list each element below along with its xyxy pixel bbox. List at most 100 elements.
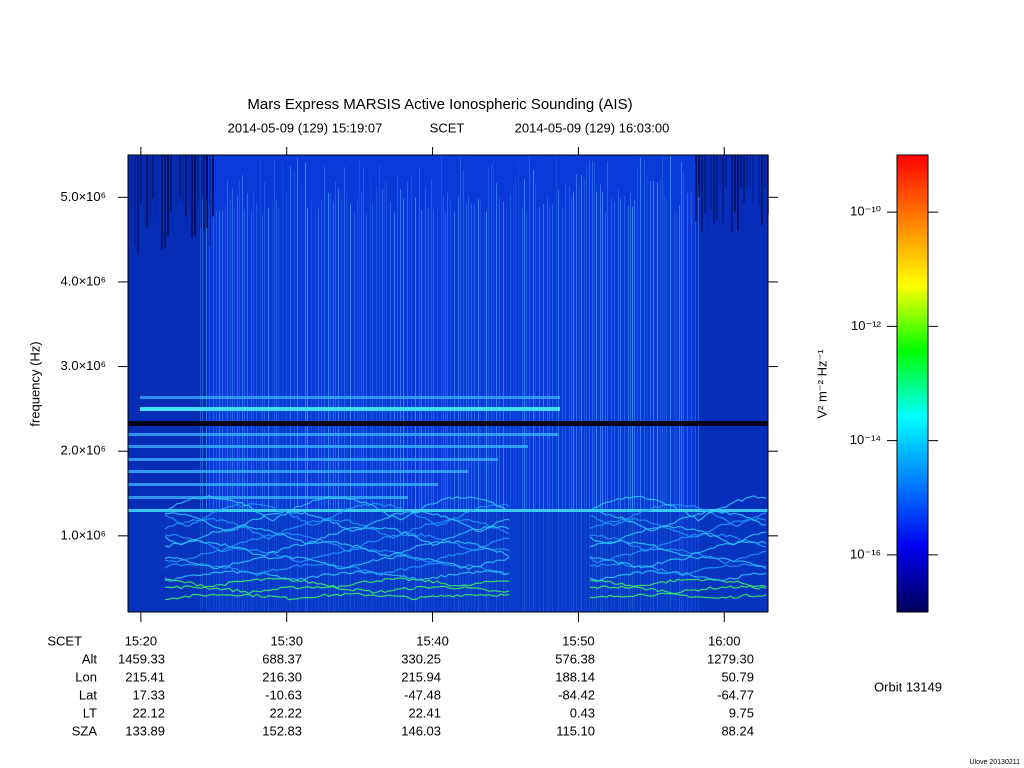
spectrogram-stripe [589, 160, 590, 612]
ephemeris-label: Alt [82, 651, 98, 666]
spectrogram-dark [137, 155, 139, 255]
spectrogram-stripe [573, 191, 574, 612]
spectrogram-stripe [670, 155, 671, 612]
spectrogram-band [128, 445, 528, 448]
spectrogram-stripe [286, 193, 287, 612]
spectrogram-stripe [660, 179, 661, 613]
spectrogram-dark [206, 155, 208, 229]
ephemeris-value: 1279.30 [707, 651, 754, 666]
spectrogram-dark [749, 155, 751, 189]
spectrogram-dark [764, 155, 766, 188]
spectrogram-dark [188, 155, 190, 210]
spectrogram-dark [716, 155, 718, 220]
spectrogram-band [128, 470, 468, 473]
spectrogram-echo [589, 517, 767, 538]
spectrogram-stripe [581, 175, 582, 612]
ephemeris-value: 17.33 [132, 687, 165, 702]
spectrogram-stripe [607, 161, 608, 612]
spectrogram-stripe [644, 160, 645, 612]
spectrogram-stripe [361, 191, 362, 612]
start-time: 2014-05-09 (129) 15:19:07 [228, 120, 383, 135]
spectrogram-dark [152, 155, 154, 200]
spectrogram-dark [743, 155, 745, 204]
spectrogram-stripe [524, 179, 525, 612]
spectrogram-stripe [202, 198, 203, 612]
spectrogram-dark [704, 155, 706, 214]
spectrogram-stripe [499, 197, 500, 612]
ephemeris-value: 0.43 [570, 705, 595, 720]
spectrogram-stripe [397, 175, 398, 613]
spectrogram-echo [164, 592, 510, 601]
spectrogram-stripe [282, 162, 283, 612]
ephemeris-value: -84.42 [558, 687, 595, 702]
spectrogram-stripe [602, 192, 603, 613]
spectrogram-dark [737, 155, 739, 231]
spectrogram-stripe [515, 176, 516, 612]
spectrogram-stripe [653, 180, 654, 612]
spectrogram-stripe [260, 159, 261, 612]
spectrogram-dark [719, 155, 721, 186]
spectrogram-stripe [640, 157, 641, 613]
spectrogram-stripe [600, 184, 601, 613]
spectrogram-stripe [657, 182, 658, 612]
orbit-label: Orbit 13149 [874, 679, 942, 694]
spectrogram-stripe [478, 198, 479, 612]
spectrogram-stripe [441, 155, 442, 612]
spectrogram-stripe [674, 212, 675, 612]
spectrogram-stripe [276, 199, 277, 612]
spectrogram-stripe [594, 162, 595, 613]
spectrogram-stripe [529, 156, 530, 612]
spectrogram-echo [164, 569, 510, 582]
spectrogram-stripe [565, 182, 566, 612]
spectrogram-band [140, 407, 560, 411]
spectrogram-stripe [647, 174, 648, 613]
ephemeris-value: 576.38 [555, 651, 595, 666]
spectrogram-dark [155, 155, 157, 222]
ephemeris-value: -64.77 [717, 687, 754, 702]
spectrogram-stripe [558, 189, 559, 612]
spectrogram-stripe [480, 198, 481, 612]
x-tick-label: 16:00 [708, 633, 741, 648]
spectrogram-stripe [628, 205, 629, 612]
spectrogram-dark [755, 155, 757, 204]
spectrogram-stripe [305, 162, 306, 612]
ephemeris-value: -10.63 [265, 687, 302, 702]
spectrogram-dark [185, 155, 187, 217]
spectrogram-dark [197, 155, 199, 206]
spectrogram-stripe [363, 167, 364, 613]
spectrogram-stripe [354, 212, 355, 612]
ephemeris-header: SCET [47, 633, 82, 648]
spectrogram-stripe [510, 193, 511, 612]
ephemeris-value: 50.79 [721, 669, 754, 684]
spectrogram-stripe [579, 189, 580, 612]
ephemeris-value: 188.14 [555, 669, 595, 684]
spectrogram-stripe [491, 163, 492, 612]
spectrogram-stripe [618, 189, 619, 612]
spectrogram-stripe [533, 169, 534, 612]
spectrogram-stripe [216, 210, 217, 612]
spectrogram-stripe [468, 196, 469, 612]
end-time: 2014-05-09 (129) 16:03:00 [515, 120, 670, 135]
spectrogram-stripe [634, 199, 635, 613]
ephemeris-value: 22.12 [132, 705, 165, 720]
spectrogram-stripe [569, 186, 570, 613]
spectrogram-stripe [463, 170, 464, 612]
ephemeris-value: 215.94 [401, 669, 441, 684]
time-system: SCET [430, 120, 465, 135]
spectrogram-dark [143, 155, 145, 225]
spectrogram-dark [200, 155, 202, 228]
spectrogram-stripe [571, 197, 572, 612]
spectrogram-dark [164, 155, 166, 249]
x-tick-label: 15:40 [416, 633, 449, 648]
ephemeris-value: 146.03 [401, 723, 441, 738]
spectrogram-band [140, 396, 560, 399]
spectrogram-stripe [458, 197, 459, 612]
spectrogram-stripe [357, 198, 358, 612]
spectrogram-stripe [611, 198, 612, 613]
ephemeris-value: 9.75 [729, 705, 754, 720]
spectrogram-stripe [650, 180, 651, 612]
spectrogram-dark [752, 155, 754, 204]
y-tick-label: 4.0×10⁶ [61, 273, 106, 288]
spectrogram-stripe [503, 201, 504, 613]
spectrogram-dark [212, 155, 214, 217]
